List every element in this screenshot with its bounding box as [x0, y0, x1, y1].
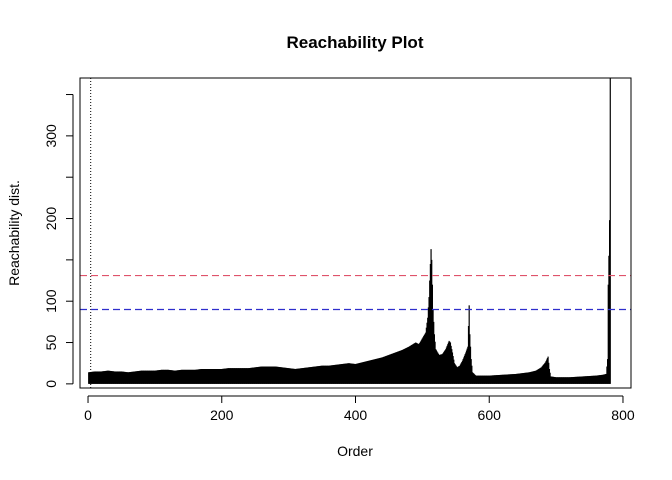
x-tick-label: 800: [611, 407, 635, 423]
x-tick-label: 600: [478, 407, 502, 423]
reachability-bars: [88, 78, 611, 384]
x-tick-label: 200: [210, 407, 234, 423]
y-axis: 0 50 100 200 300: [43, 94, 74, 388]
y-tick-label: 0: [43, 380, 59, 388]
reference-lines: [80, 78, 631, 388]
y-axis-title: Reachability dist.: [6, 180, 22, 286]
plot-frame: [79, 77, 632, 389]
x-axis: 0 200 400 600 800: [84, 395, 635, 423]
x-tick-label: 0: [84, 407, 92, 423]
x-axis-title: Order: [337, 443, 373, 459]
y-tick-label: 50: [43, 335, 59, 351]
y-tick-label: 100: [43, 289, 59, 313]
y-tick-label: 200: [43, 207, 59, 231]
chart-title: Reachability Plot: [287, 33, 424, 52]
x-tick-label: 400: [344, 407, 368, 423]
y-tick-label: 300: [43, 124, 59, 148]
